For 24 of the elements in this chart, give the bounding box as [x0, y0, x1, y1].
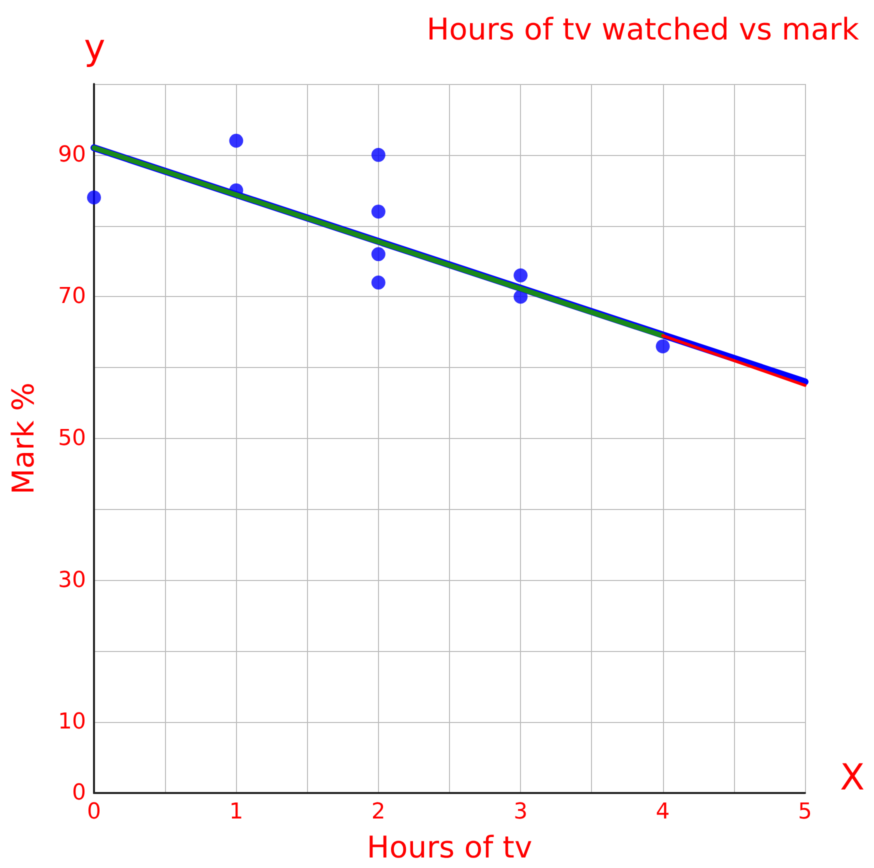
point — [371, 148, 386, 162]
x-tick-label: 1 — [229, 800, 244, 824]
y-tick-label: 70 — [58, 284, 86, 310]
y-axis-title: Mark % — [6, 382, 42, 495]
x-tick-label: 5 — [798, 800, 812, 824]
text: X — [840, 758, 865, 798]
y-tick-label: 10 — [58, 710, 86, 735]
x-axis-title: Hours of tv — [366, 830, 532, 866]
y-tick-label: 50 — [58, 426, 86, 451]
x-tick-label: 3 — [514, 800, 528, 824]
point — [656, 339, 670, 354]
point — [371, 247, 386, 262]
point — [87, 190, 101, 204]
point — [371, 204, 386, 219]
chart-title: Hours of tv watched vs mark — [426, 12, 860, 48]
x-tick-label: 2 — [371, 800, 386, 824]
point — [371, 276, 386, 290]
y-tick-label: 90 — [58, 142, 86, 168]
point — [514, 268, 528, 282]
y-tick-label: 30 — [58, 568, 86, 593]
y-tick-label: 0 — [72, 780, 86, 806]
x-tick-label: 4 — [656, 800, 670, 824]
text: y — [84, 28, 106, 68]
point — [229, 134, 244, 148]
